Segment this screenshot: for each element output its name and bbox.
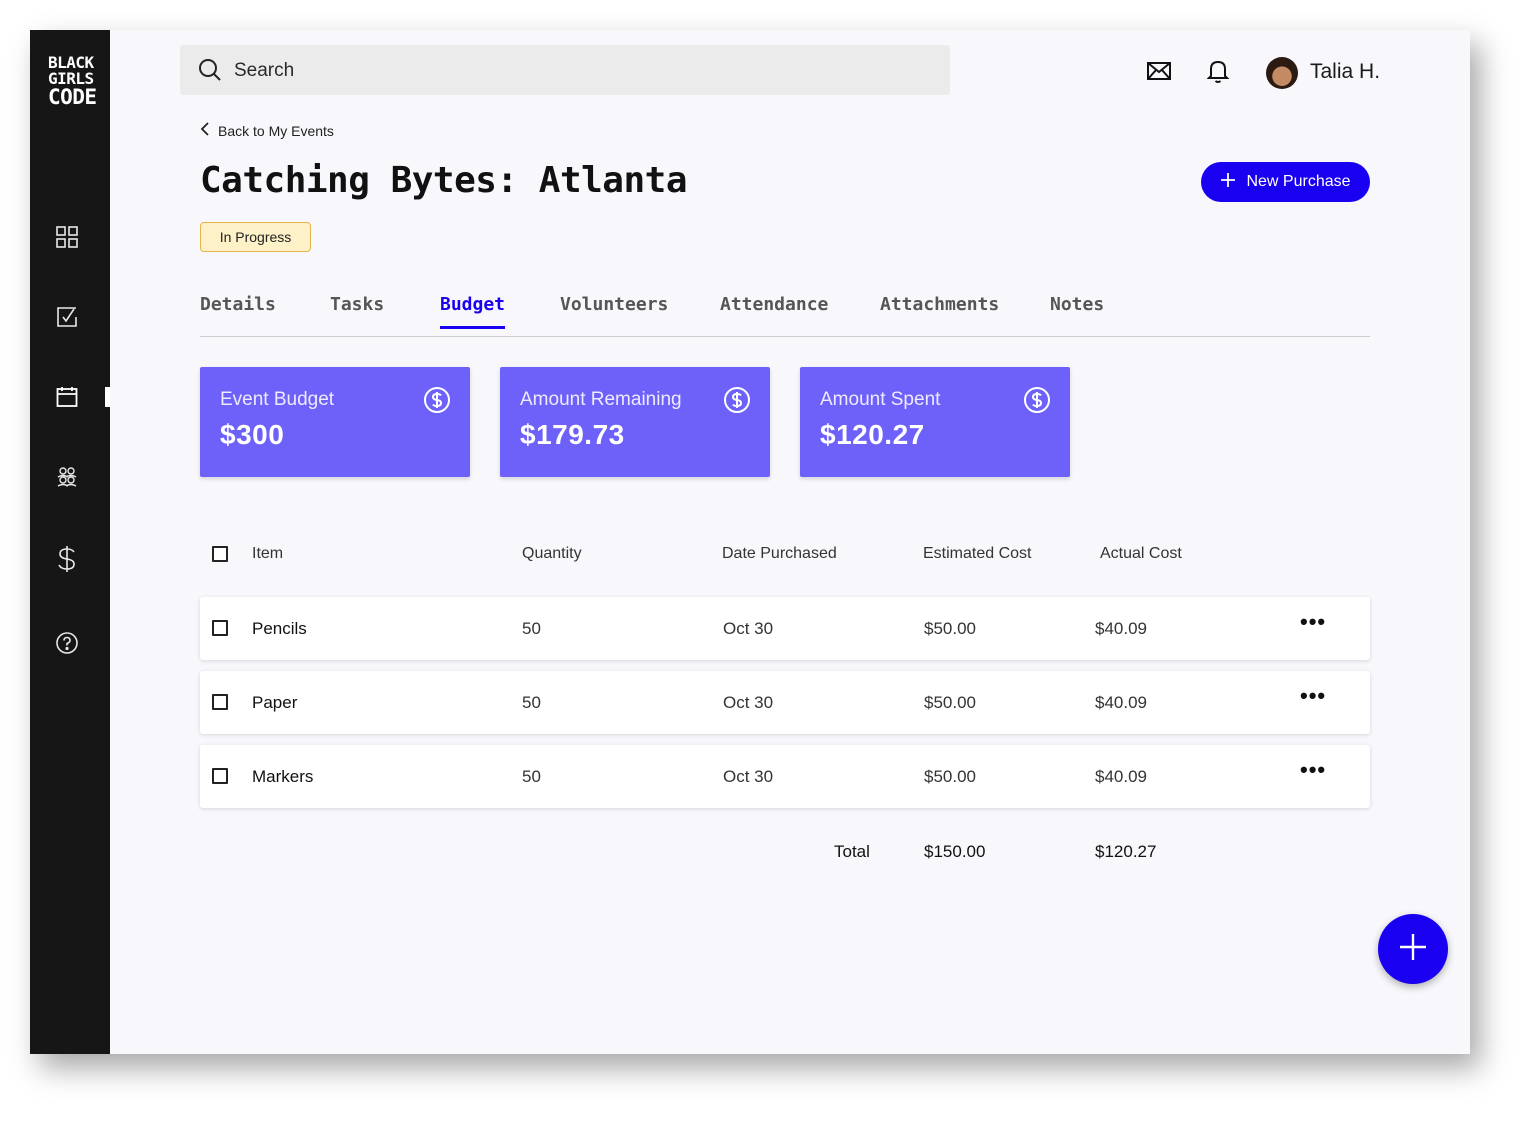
cell-quantity: 50 bbox=[522, 619, 541, 638]
tab-attachments[interactable]: Attachments bbox=[880, 294, 1000, 315]
cell-quantity: 50 bbox=[522, 767, 541, 786]
cell-item: Markers bbox=[252, 767, 314, 786]
column-header-item[interactable]: Item bbox=[252, 545, 284, 562]
tab-volunteers[interactable]: Volunteers bbox=[560, 294, 669, 315]
active-nav-indicator bbox=[105, 387, 110, 407]
bell-icon[interactable] bbox=[1206, 58, 1230, 89]
amount-remaining-card: Amount Remaining $179.73 bbox=[500, 367, 770, 477]
cell-date: Oct 30 bbox=[723, 693, 774, 712]
tab-tasks[interactable]: Tasks bbox=[330, 294, 385, 315]
tab-notes[interactable]: Notes bbox=[1050, 294, 1105, 315]
app-window: BLACK GIRLS CODE bbox=[30, 30, 1470, 1054]
dollar-circle-icon bbox=[423, 386, 451, 419]
cell-estimated-cost: $50.00 bbox=[924, 767, 976, 786]
cell-date: Oct 30 bbox=[723, 619, 774, 638]
dollar-circle-icon bbox=[723, 386, 751, 419]
sidebar: BLACK GIRLS CODE bbox=[30, 30, 110, 1054]
dashboard-grid-icon[interactable] bbox=[54, 224, 80, 250]
column-header-actual-cost[interactable]: Actual Cost bbox=[1100, 545, 1182, 562]
more-options-icon[interactable]: ••• bbox=[1300, 609, 1327, 634]
card-value: $300 bbox=[220, 419, 285, 450]
cell-item: Paper bbox=[252, 693, 298, 712]
column-header-estimated-cost[interactable]: Estimated Cost bbox=[923, 545, 1032, 562]
row-checkbox[interactable] bbox=[212, 694, 228, 710]
row-checkbox[interactable] bbox=[212, 768, 228, 784]
event-budget-card: Event Budget $300 bbox=[200, 367, 470, 477]
table-row[interactable]: Pencils 50 Oct 30 $50.00 $40.09 ••• bbox=[200, 597, 1370, 660]
total-label: Total bbox=[834, 842, 870, 861]
cell-actual-cost: $40.09 bbox=[1095, 693, 1147, 712]
add-fab-button[interactable] bbox=[1378, 914, 1448, 984]
cell-actual-cost: $40.09 bbox=[1095, 619, 1147, 638]
back-link[interactable]: Back to My Events bbox=[200, 122, 334, 139]
tab-attendance[interactable]: Attendance bbox=[720, 294, 829, 315]
card-label: Amount Remaining bbox=[520, 389, 682, 410]
table-row[interactable]: Paper 50 Oct 30 $50.00 $40.09 ••• bbox=[200, 671, 1370, 734]
plus-icon bbox=[1220, 172, 1236, 193]
column-header-date[interactable]: Date Purchased bbox=[722, 545, 837, 562]
logo-line: BLACK bbox=[48, 53, 94, 72]
cell-estimated-cost: $50.00 bbox=[924, 693, 976, 712]
card-label: Event Budget bbox=[220, 389, 335, 410]
new-purchase-button[interactable]: New Purchase bbox=[1201, 162, 1370, 202]
total-estimated-cost: $150.00 bbox=[924, 842, 986, 861]
more-options-icon[interactable]: ••• bbox=[1300, 683, 1327, 708]
tab-bar: Details Tasks Budget Volunteers Attendan… bbox=[200, 292, 1370, 337]
status-badge: In Progress bbox=[200, 222, 311, 252]
page-title: Catching Bytes: Atlanta bbox=[200, 160, 688, 201]
cell-estimated-cost: $50.00 bbox=[924, 619, 976, 638]
search-bar[interactable]: Search bbox=[180, 45, 950, 95]
cell-actual-cost: $40.09 bbox=[1095, 767, 1147, 786]
tasks-checkbox-icon[interactable] bbox=[54, 304, 80, 330]
cell-item: Pencils bbox=[252, 619, 307, 638]
total-actual-cost: $120.27 bbox=[1095, 842, 1157, 861]
cell-quantity: 50 bbox=[522, 693, 541, 712]
search-icon bbox=[198, 58, 222, 87]
dollar-circle-icon bbox=[1023, 386, 1051, 419]
search-input[interactable]: Search bbox=[234, 60, 295, 81]
user-name[interactable]: Talia H. bbox=[1310, 60, 1381, 83]
logo-line: CODE bbox=[48, 85, 97, 109]
tab-details[interactable]: Details bbox=[200, 294, 276, 315]
more-options-icon[interactable]: ••• bbox=[1300, 757, 1327, 782]
table-row[interactable]: Markers 50 Oct 30 $50.00 $40.09 ••• bbox=[200, 745, 1370, 808]
help-circle-icon[interactable] bbox=[54, 630, 80, 656]
avatar[interactable] bbox=[1266, 57, 1298, 89]
amount-spent-card: Amount Spent $120.27 bbox=[800, 367, 1070, 477]
card-value: $179.73 bbox=[520, 419, 625, 450]
back-link-label: Back to My Events bbox=[218, 122, 334, 139]
row-checkbox[interactable] bbox=[212, 620, 228, 636]
card-label: Amount Spent bbox=[820, 389, 941, 410]
calendar-icon[interactable] bbox=[54, 384, 80, 410]
mail-icon[interactable] bbox=[1146, 58, 1172, 89]
new-purchase-label: New Purchase bbox=[1246, 173, 1351, 190]
logo-line: GIRLS bbox=[48, 69, 94, 88]
cell-date: Oct 30 bbox=[723, 767, 774, 786]
users-group-icon[interactable] bbox=[54, 464, 80, 490]
select-all-checkbox[interactable] bbox=[212, 546, 228, 562]
chevron-left-icon bbox=[200, 122, 210, 139]
brand-logo[interactable]: BLACK GIRLS CODE bbox=[48, 53, 97, 109]
tab-budget[interactable]: Budget bbox=[440, 294, 506, 329]
plus-icon bbox=[1398, 932, 1428, 967]
card-value: $120.27 bbox=[820, 419, 925, 450]
dollar-icon[interactable] bbox=[54, 546, 80, 572]
column-header-quantity[interactable]: Quantity bbox=[522, 545, 582, 562]
